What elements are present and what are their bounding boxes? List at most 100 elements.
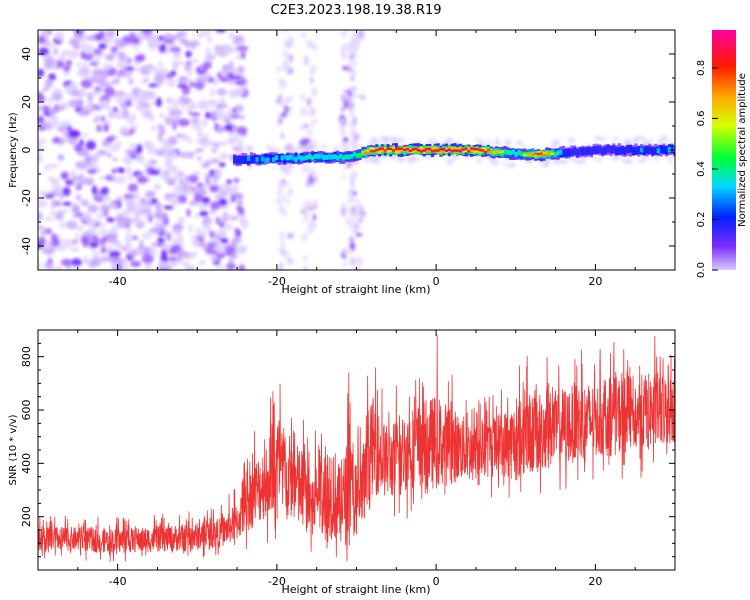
- noise-blob: [200, 230, 207, 239]
- noise-blob: [200, 30, 213, 36]
- noise-blob: [226, 118, 231, 126]
- noise-blob: [76, 70, 88, 77]
- noise-blob: [88, 154, 100, 159]
- signal-cell: [391, 149, 396, 152]
- noise-blob: [122, 198, 133, 204]
- noise-blob: [62, 124, 68, 133]
- snr-panel: -40 -20 0 20 200 400 600 800 Height of straigh…: [8, 329, 676, 596]
- noise-blob: [220, 237, 229, 244]
- noise-blob: [149, 197, 158, 205]
- noise-blob: [150, 169, 161, 176]
- noise-blob: [76, 225, 84, 232]
- signal-cell: [425, 147, 429, 151]
- noise-blob: [144, 64, 155, 69]
- noise-blob: [87, 168, 97, 174]
- signal-cell: [249, 155, 253, 164]
- signal-cell: [308, 154, 312, 159]
- noise-blob: [98, 42, 108, 50]
- noise-blob: [62, 201, 72, 206]
- noise-blob: [101, 37, 108, 42]
- noise-blob: [351, 50, 357, 59]
- noise-blob: [307, 225, 314, 235]
- signal-cell: [573, 147, 577, 156]
- noise-blob: [287, 187, 294, 197]
- noise-blob: [302, 255, 308, 262]
- noise-blob: [127, 183, 138, 192]
- signal-cell: [450, 150, 454, 153]
- noise-blob: [135, 152, 142, 162]
- noise-blob: [42, 86, 49, 92]
- signal-cell: [327, 154, 331, 160]
- signal-cell: [556, 150, 560, 156]
- noise-blob: [54, 185, 63, 193]
- noise-blob: [339, 118, 345, 124]
- noise-blob: [215, 171, 222, 177]
- noise-blob: [208, 101, 219, 107]
- noise-blob: [68, 99, 80, 108]
- noise-blob: [181, 151, 187, 159]
- noise-blob: [187, 108, 193, 114]
- signal-cell: [623, 147, 627, 155]
- noise-blob: [216, 88, 227, 96]
- noise-blob: [312, 214, 317, 221]
- noise-blob: [163, 39, 175, 44]
- noise-blob: [357, 264, 362, 270]
- noise-blob: [158, 113, 165, 119]
- noise-blob: [51, 200, 62, 205]
- noise-blob: [60, 238, 72, 249]
- noise-blob: [190, 124, 201, 130]
- noise-blob: [173, 172, 181, 181]
- noise-blob: [275, 66, 282, 73]
- signal-cell: [252, 154, 256, 163]
- signal-cell: [550, 149, 554, 155]
- signal-cell: [364, 152, 368, 155]
- noise-blob: [313, 146, 319, 150]
- noise-blob: [105, 30, 116, 39]
- signal-cell: [433, 149, 437, 152]
- noise-blob: [43, 40, 51, 45]
- noise-blob: [96, 124, 102, 133]
- noise-blob: [478, 140, 484, 146]
- noise-blob: [516, 140, 524, 146]
- noise-blob: [287, 67, 294, 75]
- noise-blob: [205, 248, 212, 253]
- noise-blob: [236, 126, 248, 136]
- noise-blob: [150, 125, 156, 132]
- noise-blob: [171, 152, 179, 160]
- noise-blob: [167, 115, 174, 120]
- noise-blob: [52, 238, 60, 247]
- noise-blob: [544, 160, 550, 166]
- snr-x-tick-label: -20: [268, 575, 286, 588]
- noise-blob: [602, 137, 607, 141]
- noise-blob: [623, 138, 632, 144]
- noise-blob: [309, 175, 314, 185]
- noise-blob: [217, 141, 228, 146]
- noise-blob: [111, 225, 118, 236]
- noise-blob: [99, 203, 111, 214]
- noise-blob: [148, 227, 159, 233]
- noise-blob: [352, 43, 358, 50]
- noise-blob: [172, 34, 182, 40]
- noise-blob: [74, 30, 85, 37]
- noise-blob: [114, 114, 125, 120]
- noise-blob: [356, 256, 364, 266]
- noise-blob: [351, 211, 357, 221]
- noise-blob: [234, 227, 240, 234]
- signal-cell: [405, 147, 410, 151]
- noise-blob: [147, 146, 159, 155]
- signal-cell: [339, 153, 343, 159]
- noise-blob: [359, 205, 363, 212]
- noise-blob: [216, 245, 222, 254]
- noise-blob: [82, 211, 91, 222]
- signal-cell: [430, 149, 435, 153]
- signal-cell: [419, 150, 423, 153]
- signal-cell: [297, 154, 301, 160]
- noise-blob: [370, 157, 374, 163]
- noise-blob: [80, 79, 93, 89]
- noise-blob: [128, 143, 137, 149]
- signal-cell: [461, 148, 465, 151]
- noise-blob: [116, 263, 123, 270]
- noise-blob: [63, 71, 70, 77]
- noise-blob: [311, 199, 319, 205]
- noise-blob: [50, 177, 60, 188]
